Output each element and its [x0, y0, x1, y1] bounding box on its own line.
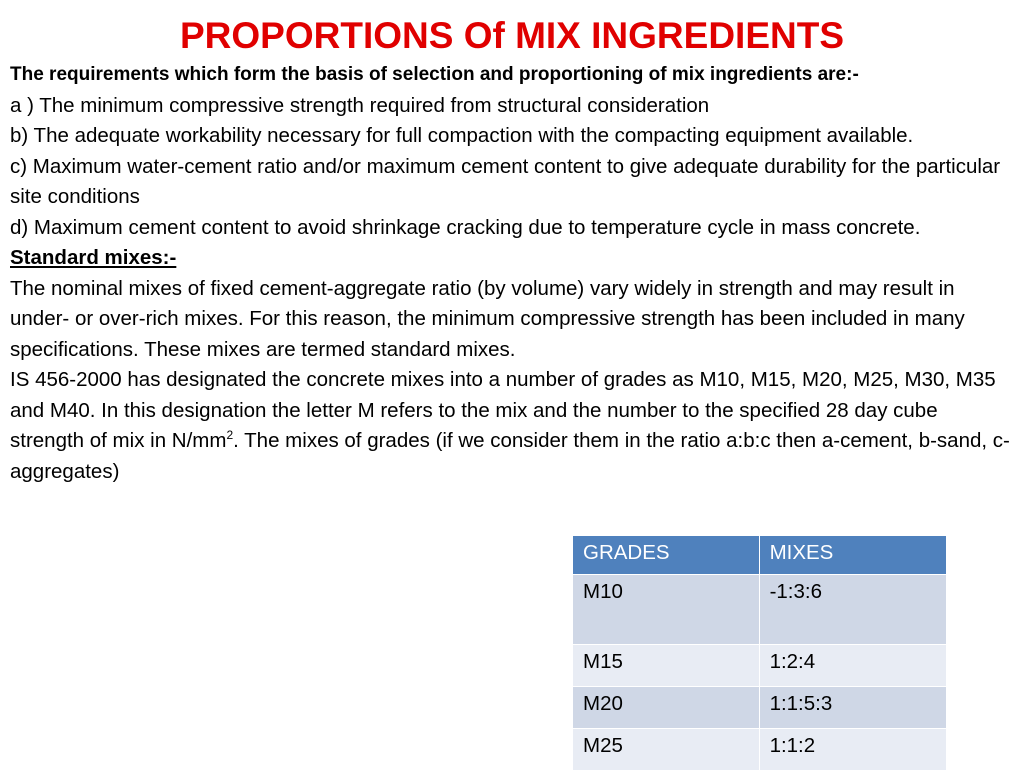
requirement-c: c) Maximum water-cement ratio and/or max…: [10, 154, 1001, 209]
cell-mix: -1:3:6: [758, 574, 948, 645]
table-row: M20 1:1:5:3: [572, 686, 948, 729]
paragraph-is456: IS 456-2000 has designated the concrete …: [10, 365, 1016, 487]
header-mixes: MIXES: [758, 535, 948, 575]
paragraph-is456-end: . The mixes of grades (if we consider th…: [10, 429, 1010, 483]
slide-title: PROPORTIONS Of MIX INGREDIENTS: [180, 15, 844, 56]
requirement-d: d) Maximum cement content to avoid shrin…: [10, 215, 921, 239]
cell-grade: M25: [572, 728, 760, 771]
cell-grade: M15: [572, 644, 760, 687]
section-heading-standard-mixes: Standard mixes:-: [10, 246, 177, 269]
requirement-b: b) The adequate workability necessary fo…: [10, 124, 914, 147]
cell-grade: M10: [572, 574, 760, 645]
body-text: The requirements which form the basis of…: [10, 60, 1016, 487]
grades-table: GRADES MIXES M10 -1:3:6 M15 1:2:4 M20 1:…: [572, 535, 948, 771]
superscript-2: 2: [226, 428, 234, 443]
cell-mix: 1:2:4: [758, 644, 948, 687]
requirement-a: a ) The minimum compressive strength req…: [10, 93, 710, 117]
table-row: M15 1:2:4: [572, 644, 948, 687]
paragraph-is456-start: IS 456-2000 has designated the concrete …: [10, 368, 996, 452]
paragraph-standard-mixes: The nominal mixes of fixed cement-aggreg…: [10, 276, 965, 361]
cell-mix: 1:1:5:3: [758, 686, 948, 729]
cell-grade: M20: [572, 686, 760, 729]
header-grades: GRADES: [572, 535, 760, 575]
table-header-row: GRADES MIXES: [572, 535, 948, 575]
cell-mix: 1:1:2: [758, 728, 948, 771]
intro-text: The requirements which form the basis of…: [10, 64, 859, 85]
table-row: M25 1:1:2: [572, 728, 948, 771]
table-row: M10 -1:3:6: [572, 574, 948, 645]
